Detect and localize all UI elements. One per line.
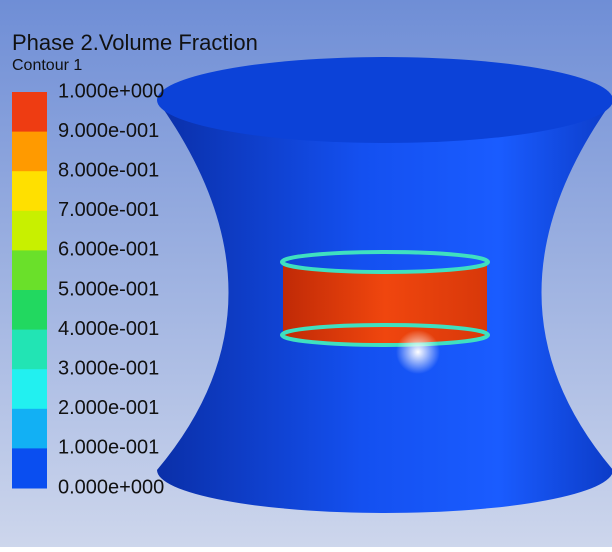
legend-title: Phase 2.Volume Fraction	[12, 30, 258, 55]
legend-label: 0.000e+000	[58, 476, 164, 498]
legend-label: 8.000e-001	[58, 159, 159, 181]
legend-label: 1.000e-001	[58, 437, 159, 459]
legend-swatch	[12, 290, 47, 330]
legend-label: 1.000e+000	[58, 80, 164, 102]
legend-swatch	[12, 92, 47, 132]
legend-label: 3.000e-001	[58, 357, 159, 379]
legend-swatch	[12, 330, 47, 370]
legend-label: 9.000e-001	[58, 120, 159, 142]
legend-label: 2.000e-001	[58, 397, 159, 419]
legend-swatch	[12, 171, 47, 211]
legend-swatch	[12, 132, 47, 172]
phase-band	[283, 262, 487, 345]
legend-swatch	[12, 250, 47, 290]
legend-swatch	[12, 448, 47, 488]
viewport: Phase 2.Volume Fraction Contour 1 1.000e…	[0, 0, 612, 547]
legend-subtitle: Contour 1	[12, 57, 82, 74]
legend-label: 5.000e-001	[58, 278, 159, 300]
legend-swatch	[12, 409, 47, 449]
legend-label: 6.000e-001	[58, 239, 159, 261]
legend-label: 4.000e-001	[58, 318, 159, 340]
legend-swatch	[12, 211, 47, 251]
legend-swatch	[12, 369, 47, 409]
highlight	[396, 330, 440, 374]
top-face	[157, 57, 612, 143]
legend-label: 7.000e-001	[58, 199, 159, 221]
